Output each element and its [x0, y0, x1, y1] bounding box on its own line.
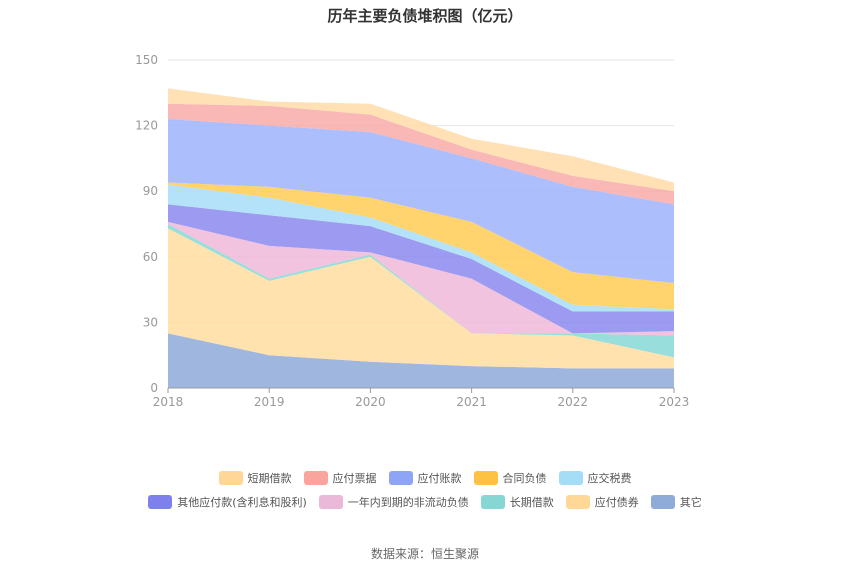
stacked-areas: 其它应付债券长期借款一年内到期的非流动负债其他应付款(含利息和股利)应交税费合同…: [168, 88, 674, 388]
legend-label: 应付票据: [332, 472, 377, 485]
legend-item[interactable]: 应交税费: [558, 470, 632, 486]
area-series-6: 应交税费: [168, 184, 674, 312]
area-series-3: 长期借款: [168, 224, 674, 358]
legend-label: 一年内到期的非流动负债: [347, 496, 469, 509]
legend-label: 合同负债: [502, 472, 547, 485]
source-label: 数据来源：: [370, 547, 431, 561]
legend-swatch: [473, 471, 498, 485]
area-series-7: 合同负债: [168, 182, 674, 310]
y-tick-label: 90: [143, 184, 158, 198]
legend: 短期借款 应付票据 应付账款 合同负债 应交税费 其他应付款(含利息和股利) 一年内到期的…: [0, 470, 850, 518]
legend-item[interactable]: 其他应付款(含利息和股利): [148, 494, 307, 510]
legend-swatch: [218, 471, 243, 485]
legend-swatch: [388, 471, 413, 485]
x-tick-label: 2023: [659, 395, 690, 409]
legend-swatch: [650, 495, 675, 509]
axes: 0 30 60 90 120 150 2018 2019 2020 2021 2022 2023: [135, 53, 689, 409]
legend-row-1: 短期借款 应付票据 应付账款 合同负债 应交税费: [0, 470, 850, 486]
legend-swatch: [480, 495, 505, 509]
legend-item[interactable]: 短期借款: [218, 470, 292, 486]
legend-row-2: 其他应付款(含利息和股利) 一年内到期的非流动负债 长期借款 应付债券 其它: [0, 494, 850, 510]
legend-item[interactable]: 应付债券: [565, 494, 639, 510]
legend-swatch: [558, 471, 583, 485]
data-source: 数据来源：恒生聚源: [0, 545, 850, 562]
legend-label: 长期借款: [509, 496, 554, 509]
legend-swatch: [303, 471, 328, 485]
y-tick-label: 0: [150, 381, 158, 395]
legend-swatch: [318, 495, 343, 509]
y-tick-label: 150: [135, 53, 158, 67]
x-tick-label: 2019: [254, 395, 285, 409]
legend-item[interactable]: 一年内到期的非流动负债: [318, 494, 469, 510]
area-series-4: 一年内到期的非流动负债: [168, 221, 674, 336]
legend-label: 应付债券: [594, 496, 639, 509]
y-tick-label: 30: [143, 315, 158, 329]
area-series-2: 应付债券: [168, 228, 674, 369]
area-series-10: 短期借款: [168, 88, 674, 192]
x-tick-label: 2021: [456, 395, 487, 409]
legend-item[interactable]: 合同负债: [473, 470, 547, 486]
area-series-8: 应付账款: [168, 119, 674, 284]
x-tick-label: 2020: [355, 395, 386, 409]
legend-label: 其它: [679, 496, 702, 509]
liability-area-chart: 历年主要负债堆积图（亿元） 其它应付债券长期借款一年内到期的非流动负债其他应付款…: [135, 7, 689, 409]
legend-label: 应付账款: [417, 472, 462, 485]
legend-item[interactable]: 应付票据: [303, 470, 377, 486]
legend-swatch: [565, 495, 590, 509]
legend-item[interactable]: 长期借款: [480, 494, 554, 510]
legend-item[interactable]: 应付账款: [388, 470, 462, 486]
x-tick-label: 2022: [558, 395, 589, 409]
y-tick-label: 120: [135, 119, 158, 133]
legend-label: 应交税费: [587, 472, 632, 485]
legend-label: 短期借款: [247, 472, 292, 485]
area-series-1: 其它: [168, 333, 674, 388]
chart-title: 历年主要负债堆积图（亿元）: [327, 7, 522, 25]
area-series-5: 其他应付款(含利息和股利): [168, 204, 674, 334]
legend-swatch: [148, 495, 173, 509]
y-tick-label: 60: [143, 250, 158, 264]
legend-item[interactable]: 其它: [650, 494, 702, 510]
source-value: 恒生聚源: [431, 547, 480, 561]
x-tick-label: 2018: [153, 395, 184, 409]
legend-label: 其他应付款(含利息和股利): [177, 496, 307, 509]
area-series-9: 应付票据: [168, 103, 674, 205]
